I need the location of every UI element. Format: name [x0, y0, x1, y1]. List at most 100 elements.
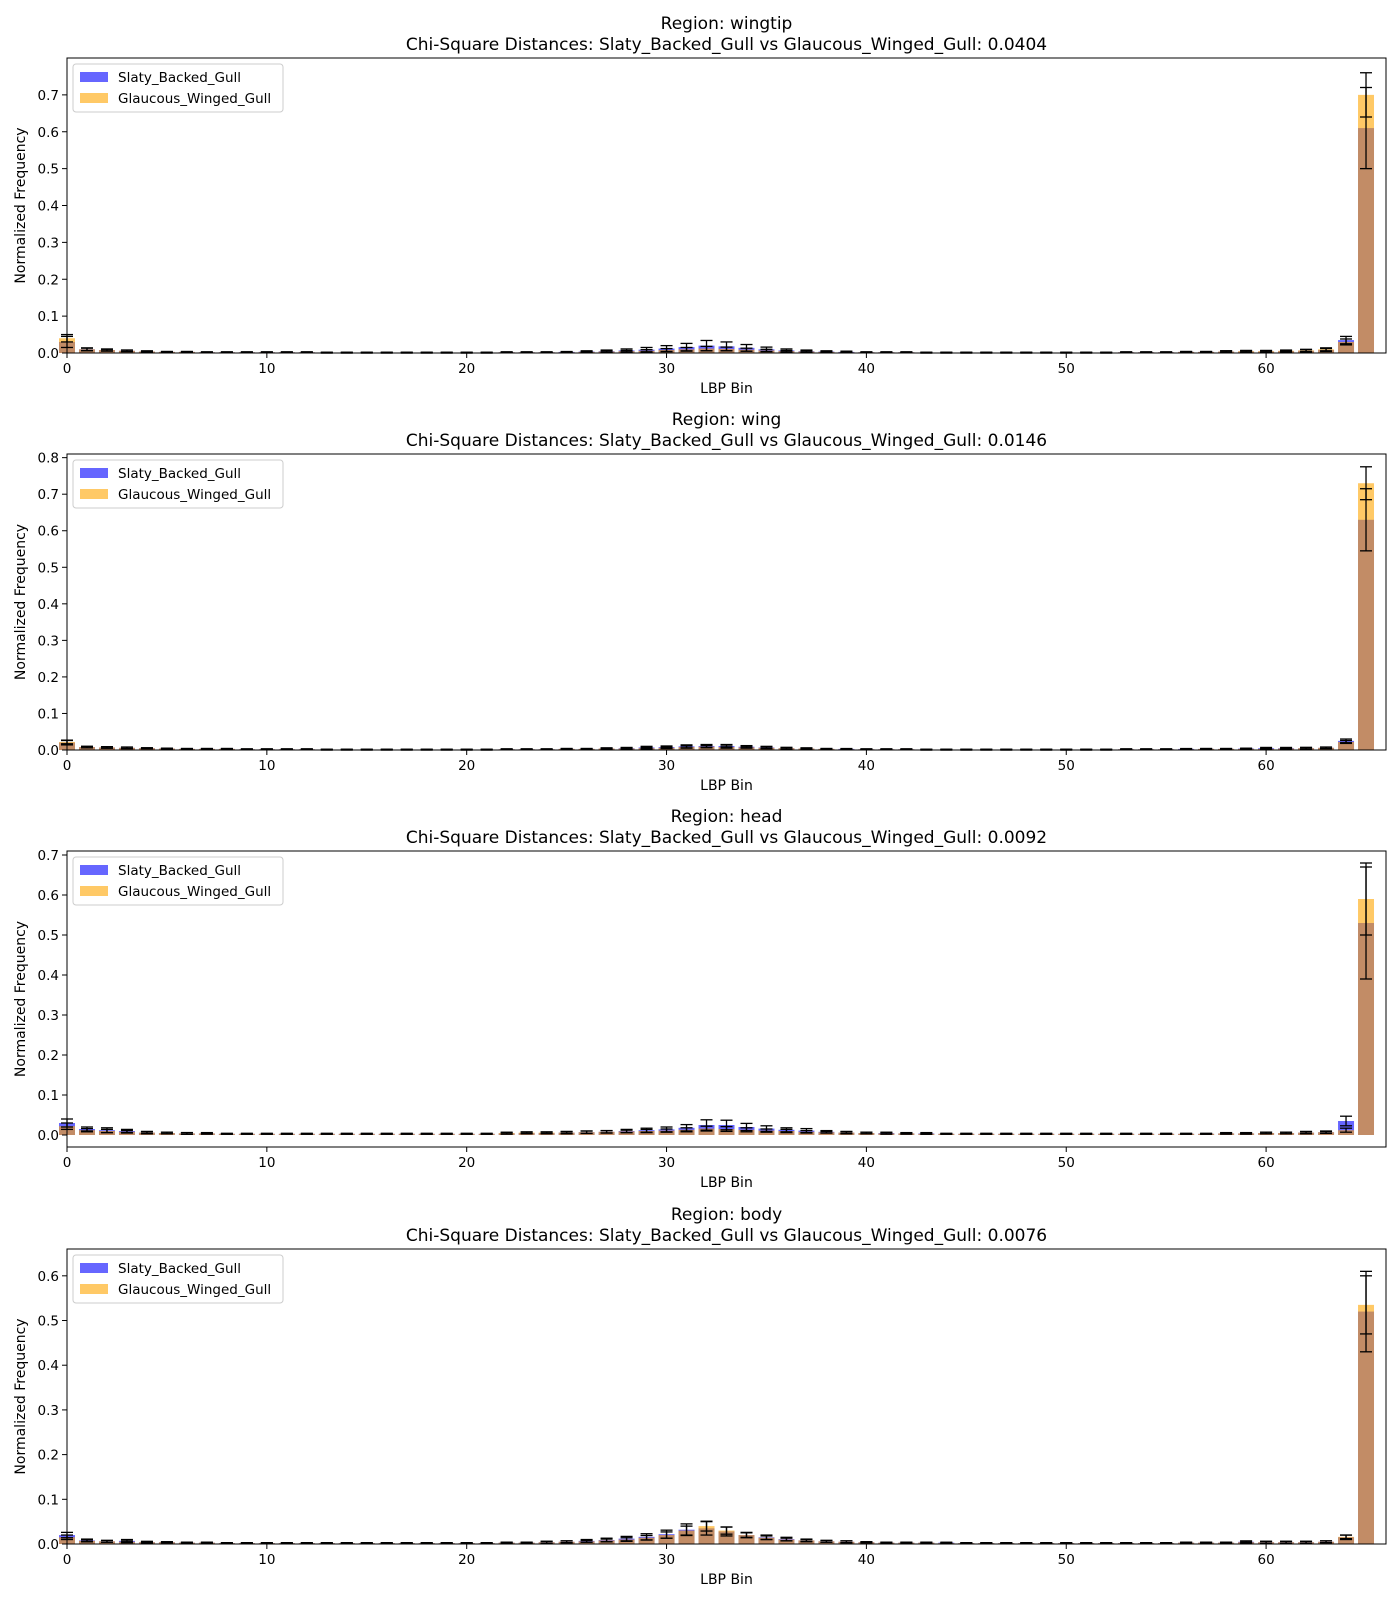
errorbar-glaucous-5 [160, 747, 173, 750]
bar-glaucous-35 [758, 1537, 775, 1544]
error-bars [61, 466, 1373, 751]
x-axis-label: LBP Bin [700, 1175, 753, 1191]
errorbar-glaucous-20 [460, 1542, 473, 1545]
legend-swatch-glaucous [80, 93, 108, 103]
errorbar-glaucous-29 [640, 746, 653, 750]
errorbar-glaucous-39 [840, 1131, 853, 1135]
legend-label-slaty: Slaty_Backed_Gull [118, 466, 241, 482]
legend: Slaty_Backed_Gull Glaucous_Winged_Gull [72, 856, 284, 906]
x-axis-label: LBP Bin [700, 778, 753, 794]
errorbar-glaucous-42 [900, 1132, 913, 1135]
errorbar-glaucous-3 [120, 1540, 133, 1544]
errorbar-glaucous-4 [140, 1131, 153, 1135]
errorbar-glaucous-34 [740, 347, 753, 352]
errorbar-glaucous-14 [340, 1132, 353, 1135]
errorbar-glaucous-8 [220, 1542, 233, 1545]
legend-swatch-glaucous [80, 489, 108, 499]
bar-glaucous-65 [1358, 94, 1375, 353]
y-tick-label: 0.4 [38, 199, 59, 215]
bar-glaucous-36 [778, 1539, 795, 1544]
errorbar-glaucous-56 [1180, 350, 1193, 353]
errorbar-glaucous-25 [560, 747, 573, 750]
x-axis: 0 10 20 30 40 50 60 [63, 750, 1275, 774]
errorbar-glaucous-64 [1340, 739, 1353, 745]
legend-label-glaucous: Glaucous_Winged_Gull [118, 884, 271, 900]
y-tick-label: 0.2 [38, 670, 59, 686]
errorbar-glaucous-57 [1200, 1132, 1213, 1135]
legend: Slaty_Backed_Gull Glaucous_Winged_Gull [72, 63, 284, 113]
errorbar-glaucous-46 [980, 1542, 993, 1545]
legend-box [72, 856, 284, 906]
errorbar-glaucous-59 [1240, 349, 1253, 353]
errorbar-glaucous-8 [220, 1132, 233, 1135]
errorbar-glaucous-51 [1080, 1132, 1093, 1135]
errorbar-glaucous-32 [700, 744, 713, 749]
bar-glaucous-1 [78, 747, 95, 750]
errorbar-glaucous-43 [920, 1541, 933, 1544]
errorbar-glaucous-23 [520, 1541, 533, 1544]
y-tick-label: 0.2 [38, 1448, 59, 1464]
x-tick-label: 40 [858, 1552, 875, 1568]
errorbar-glaucous-12 [300, 1132, 313, 1135]
y-tick-label: 0.6 [38, 888, 59, 904]
errorbar-glaucous-55 [1160, 1542, 1173, 1545]
y-tick-label: 0.6 [38, 125, 59, 141]
x-tick-label: 30 [658, 758, 675, 774]
errorbar-glaucous-3 [120, 1129, 133, 1134]
y-axis: 0.0 0.1 0.2 0.3 0.4 0.5 0.6 [38, 1269, 67, 1553]
errorbar-glaucous-54 [1140, 1542, 1153, 1545]
x-tick-label: 0 [63, 361, 72, 377]
errorbar-glaucous-50 [1060, 1132, 1073, 1135]
errorbar-glaucous-30 [660, 1531, 673, 1539]
errorbar-glaucous-56 [1180, 1541, 1193, 1544]
bar-glaucous-65 [1358, 483, 1375, 750]
errorbar-glaucous-61 [1280, 1131, 1293, 1135]
errorbar-glaucous-10 [260, 1132, 273, 1135]
y-tick-label: 0.3 [38, 633, 59, 649]
y-tick-label: 0.3 [38, 1403, 59, 1419]
errorbar-glaucous-7 [200, 1541, 213, 1544]
errorbar-glaucous-53 [1120, 1542, 1133, 1545]
y-tick-label: 0.7 [38, 487, 59, 503]
errorbar-glaucous-6 [180, 350, 193, 353]
legend-swatch-slaty [80, 468, 108, 478]
errorbar-glaucous-34 [740, 1127, 753, 1133]
errorbar-glaucous-26 [580, 350, 593, 353]
errorbar-glaucous-29 [640, 1128, 653, 1134]
errorbar-glaucous-9 [240, 1542, 253, 1545]
errorbar-glaucous-31 [680, 1127, 693, 1133]
chart-subtitle: Chi-Square Distances: Slaty_Backed_Gull … [406, 1226, 1047, 1246]
x-tick-label: 40 [858, 758, 875, 774]
x-tick-label: 50 [1058, 1155, 1075, 1171]
errorbar-glaucous-13 [320, 1132, 333, 1135]
errorbar-glaucous-36 [780, 1537, 793, 1542]
legend-swatch-slaty [80, 72, 108, 82]
errorbar-glaucous-33 [720, 1125, 733, 1133]
errorbar-glaucous-60 [1260, 349, 1273, 353]
errorbar-glaucous-59 [1240, 1132, 1253, 1135]
errorbar-glaucous-37 [800, 1129, 813, 1134]
y-axis-label: Normalized Frequency [13, 524, 29, 680]
errorbar-glaucous-52 [1100, 1132, 1113, 1135]
x-tick-label: 20 [458, 361, 475, 377]
errorbar-glaucous-51 [1080, 1542, 1093, 1545]
errorbar-glaucous-2 [100, 746, 113, 749]
errorbar-glaucous-58 [1220, 1132, 1233, 1135]
errorbar-glaucous-28 [620, 1537, 633, 1542]
errorbar-glaucous-30 [660, 746, 673, 750]
errorbar-glaucous-29 [640, 349, 653, 353]
errorbar-glaucous-12 [300, 1542, 313, 1545]
errorbar-glaucous-11 [280, 1542, 293, 1545]
errorbar-glaucous-4 [140, 747, 153, 750]
errorbar-glaucous-15 [360, 1132, 373, 1135]
errorbar-glaucous-7 [200, 747, 213, 750]
errorbar-glaucous-63 [1320, 746, 1333, 750]
errorbar-glaucous-38 [820, 747, 833, 750]
errorbar-glaucous-65 [1360, 862, 1373, 936]
errorbar-glaucous-36 [780, 1128, 793, 1134]
y-tick-label: 0.1 [38, 1492, 59, 1508]
errorbar-glaucous-28 [620, 1129, 633, 1134]
errorbar-glaucous-47 [1000, 1132, 1013, 1135]
